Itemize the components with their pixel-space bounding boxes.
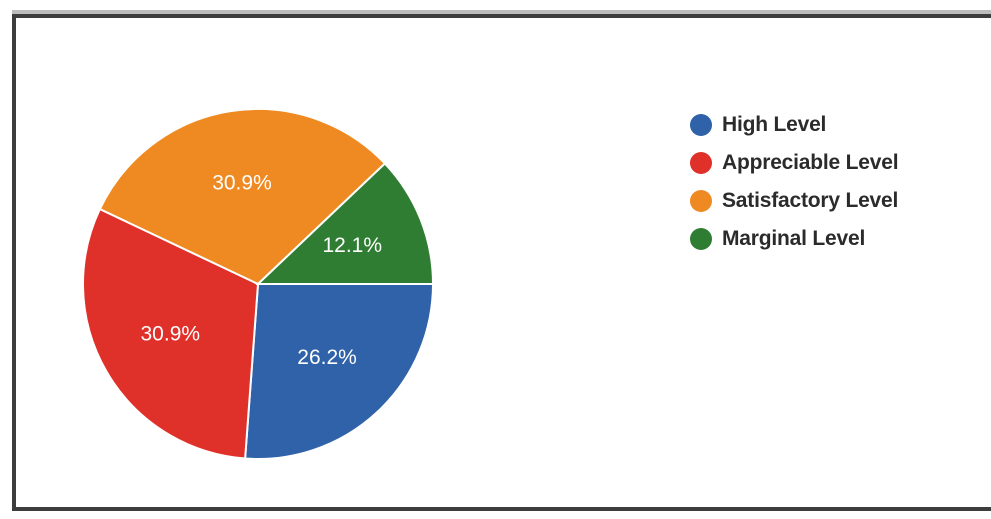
legend-swatch-marginal-level — [690, 228, 712, 250]
data-label-high-level: 26.2% — [297, 346, 357, 369]
legend-label-appreciable-level: Appreciable Level — [722, 151, 899, 174]
pie-slice-high-level — [244, 283, 435, 460]
legend-item-satisfactory-level: Satisfactory Level — [690, 182, 898, 220]
data-label-satisfactory-level: 30.9% — [212, 171, 272, 194]
legend-swatch-high-level — [690, 114, 712, 136]
legend-label-marginal-level: Marginal Level — [722, 227, 866, 250]
data-label-appreciable-level: 30.9% — [141, 323, 201, 346]
legend-item-marginal-level: Marginal Level — [690, 220, 898, 258]
pie-slice-marginal-level — [255, 162, 435, 285]
pie-slice-satisfactory-level — [98, 108, 387, 286]
legend-label-satisfactory-level: Satisfactory Level — [722, 189, 899, 212]
legend-label-high-level: High Level — [722, 113, 827, 136]
legend: High Level Appreciable Level Satisfactor… — [690, 106, 899, 258]
frame-shadow — [12, 10, 991, 14]
legend-item-appreciable-level: Appreciable Level — [690, 144, 899, 182]
legend-item-high-level: High Level — [690, 106, 898, 144]
legend-swatch-appreciable-level — [690, 152, 712, 174]
data-label-marginal-level: 12.1% — [322, 234, 382, 257]
pie-slice-appreciable-level — [82, 207, 260, 460]
legend-swatch-satisfactory-level — [690, 190, 712, 212]
